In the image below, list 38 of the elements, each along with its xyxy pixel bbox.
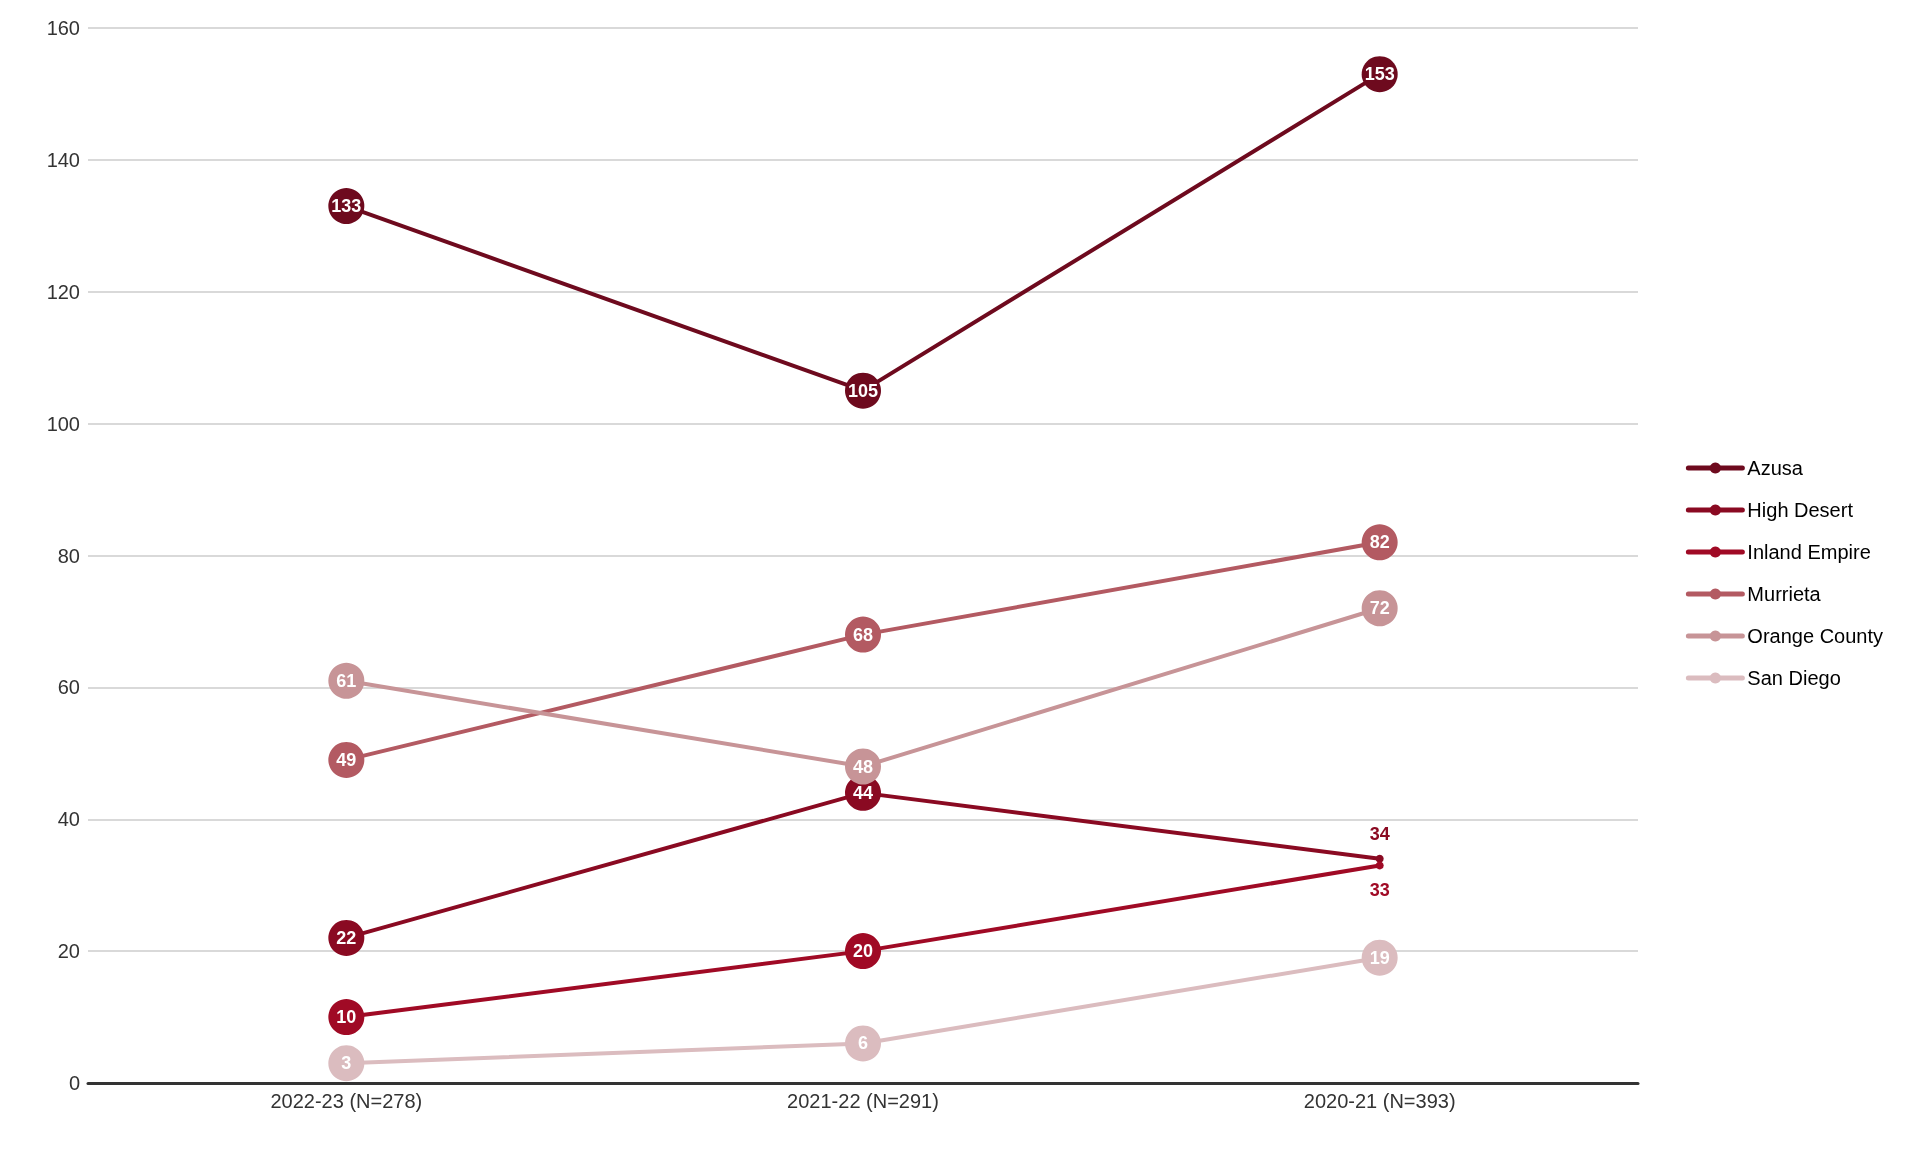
y-tick-label: 160 [46,17,80,39]
data-label: 49 [336,749,357,770]
y-tick-label: 0 [68,1072,80,1094]
y-tick-label: 80 [57,544,80,567]
data-label: 68 [852,624,874,645]
data-label: 44 [852,782,874,803]
data-label: 48 [852,756,874,777]
legend-label: San Diego [1747,667,1841,689]
data-label: 72 [1369,598,1390,619]
data-label: 22 [336,927,357,948]
y-tick-label: 40 [57,808,80,831]
data-label: 34 [1369,823,1390,844]
legend-label: Orange County [1747,625,1884,647]
y-tick-label: 100 [46,412,80,435]
data-label: 61 [336,670,357,691]
data-label: 82 [1369,532,1390,553]
data-label: 153 [1364,64,1395,85]
y-tick-label: 120 [46,280,80,303]
x-tick-label: 2022-23 (N=278) [270,1090,423,1112]
data-label: 19 [1369,947,1390,968]
data-label: 3 [341,1053,352,1074]
point [845,1025,881,1062]
legend-label: Azusa [1747,457,1804,479]
legend-label: Murrieta [1747,583,1822,605]
x-tick-label: 2020-21 (N=393) [1303,1090,1456,1112]
data-label: 10 [336,1007,357,1028]
data-label: 6 [857,1033,869,1054]
y-tick-label: 140 [46,148,80,171]
x-tick-label: 2021-22 (N=291) [787,1090,939,1112]
legend-label: High Desert [1747,499,1854,521]
data-label: 105 [847,380,879,401]
data-label: 133 [331,196,362,217]
data-label: 20 [852,941,874,962]
point [328,1045,365,1082]
y-tick-label: 20 [57,940,80,963]
y-tick-label: 60 [57,676,80,699]
legend-label: Inland Empire [1747,541,1871,563]
data-label: 33 [1369,880,1390,901]
